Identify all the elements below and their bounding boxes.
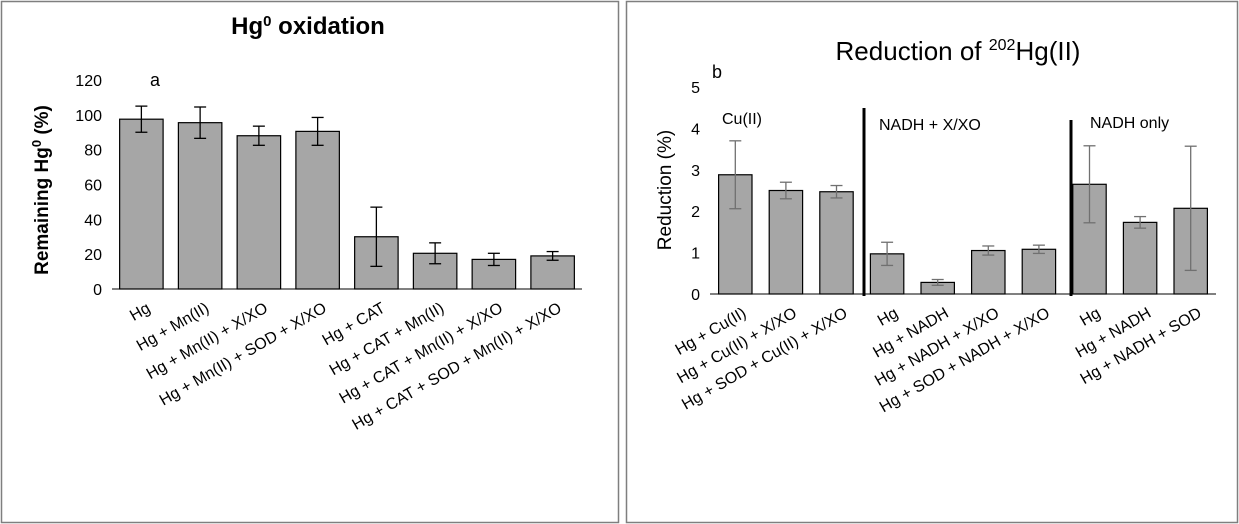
panel-a-title: Hg0 oxidation [231, 13, 385, 40]
panel-b-bar [768, 189, 804, 295]
panel-a-y-tick-label: 40 [84, 212, 102, 229]
panel-a-y-axis-label: Remaining Hg0 (%) [29, 105, 53, 275]
panel-a-category-label: Hg [127, 300, 153, 325]
panel-b-frame [625, 0, 1239, 524]
panel-b-bar [1021, 248, 1057, 295]
panel-b-category-label: Hg [1077, 305, 1103, 330]
panel-b-bar [1122, 221, 1158, 295]
panel-a-bar [177, 122, 223, 290]
panel-b-y-tick-label: 3 [691, 163, 700, 180]
group-label-nadh-xxo: NADH + X/XO [879, 117, 981, 134]
panel-b-letter: b [712, 62, 722, 82]
panel-a-y-tick-label: 80 [84, 143, 102, 160]
panel-b-bar [971, 249, 1006, 295]
panel-b-y-tick-label: 4 [691, 121, 700, 138]
panel-b-bar [819, 191, 854, 295]
group-label-nadh-only: NADH only [1090, 115, 1169, 132]
group-label-cu: Cu(II) [722, 111, 762, 128]
panel-a-frame [0, 0, 620, 524]
panel-b-y-tick-label: 1 [691, 246, 700, 263]
panel-a-bar [530, 255, 575, 290]
panel-b-y-tick-label: 2 [691, 204, 700, 221]
panel-b-title: Reduction of 202Hg(II) [836, 36, 1081, 66]
panel-a-y-tick-label: 0 [93, 282, 102, 299]
panel-a-y-tick-label: 100 [75, 108, 102, 125]
panel-a-bar [295, 130, 340, 290]
panel-b-category-label: Hg [875, 305, 901, 330]
panel-a-bar [119, 118, 164, 290]
panel-a-y-tick-label: 20 [84, 247, 102, 264]
panel-b-y-tick-label: 0 [691, 287, 700, 304]
panel-a-letter: a [150, 70, 161, 90]
panel-a-y-tick-label: 120 [75, 73, 102, 90]
panel-a-bar [236, 135, 282, 290]
panel-b-y-axis-label: Reduction (%) [655, 130, 676, 250]
panel-a-y-tick-label: 60 [84, 178, 102, 195]
panel-b-y-tick-label: 5 [691, 80, 700, 97]
